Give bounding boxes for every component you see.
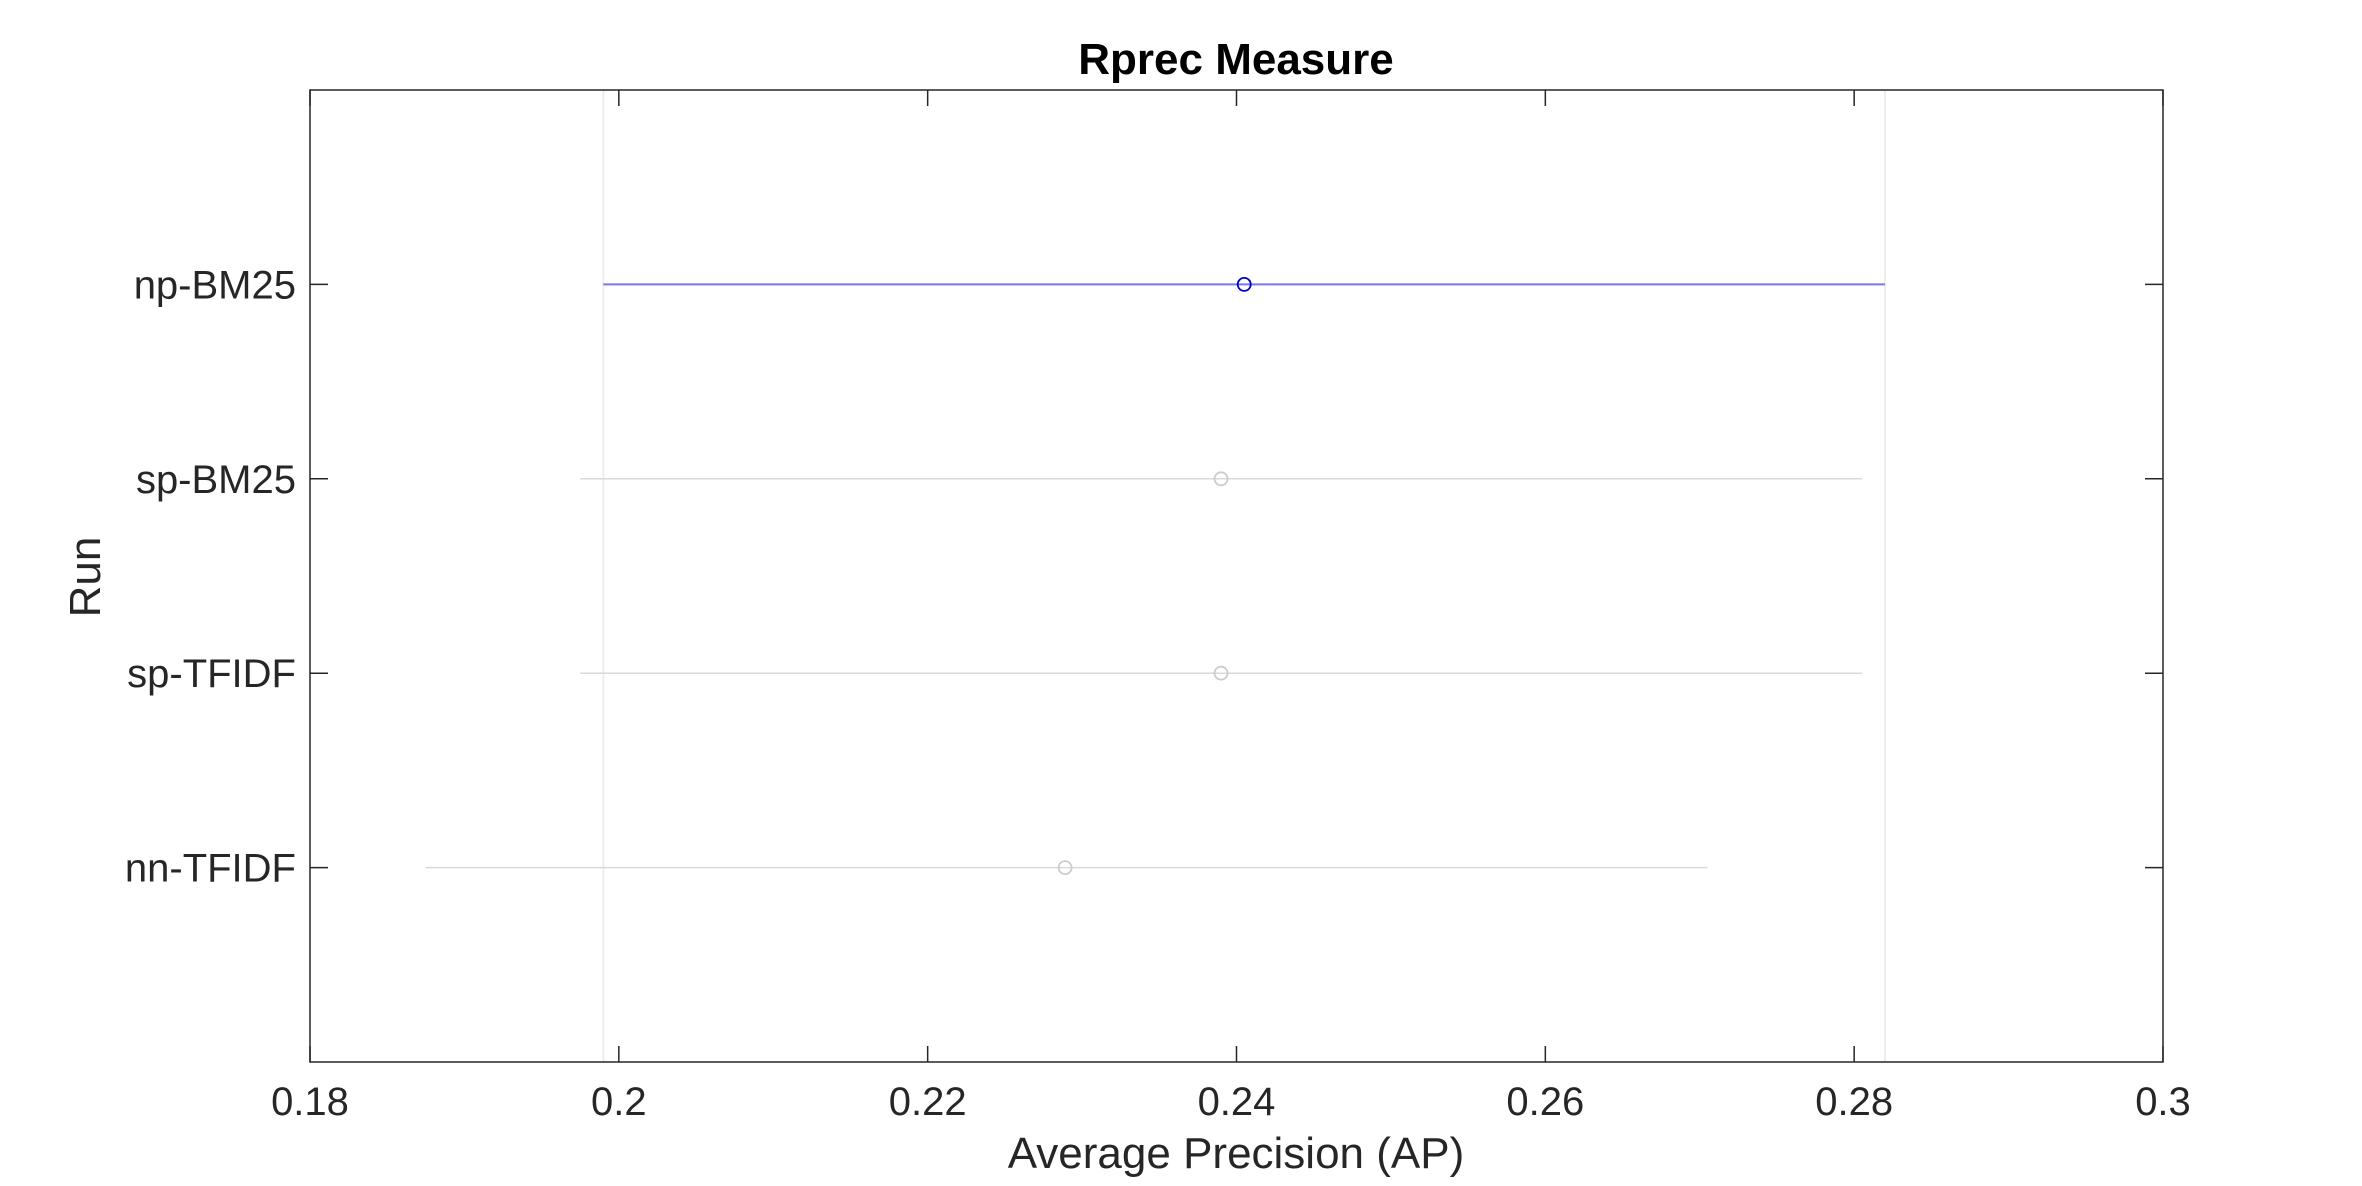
y-tick-label: np-BM25	[134, 263, 296, 307]
mean-marker	[1213, 471, 1229, 487]
x-tick-label: 0.26	[1506, 1080, 1584, 1124]
mean-marker	[1236, 276, 1252, 292]
x-axis-label: Average Precision (AP)	[1008, 1129, 1465, 1178]
mean-marker	[1057, 860, 1073, 875]
x-tick-label: 0.24	[1198, 1080, 1276, 1124]
x-tick-label: 0.22	[889, 1080, 967, 1124]
mean-marker	[1213, 665, 1229, 681]
x-tick-label: 0.3	[2135, 1080, 2191, 1124]
y-tick-label: nn-TFIDF	[125, 847, 296, 891]
chart-title: Rprec Measure	[1078, 35, 1393, 84]
x-tick-label: 0.2	[591, 1080, 647, 1124]
y-axis-label: Run	[61, 537, 110, 618]
x-tick-label: 0.28	[1815, 1080, 1893, 1124]
x-tick-label: 0.18	[271, 1080, 349, 1124]
y-tick-label: sp-TFIDF	[127, 652, 296, 696]
y-tick-label: sp-BM25	[136, 458, 296, 502]
plot-area: 0.18 0.2 0.22 0.24 0.26 0.28 0.3 np-BM25 sp-BM25…	[125, 89, 2191, 1124]
